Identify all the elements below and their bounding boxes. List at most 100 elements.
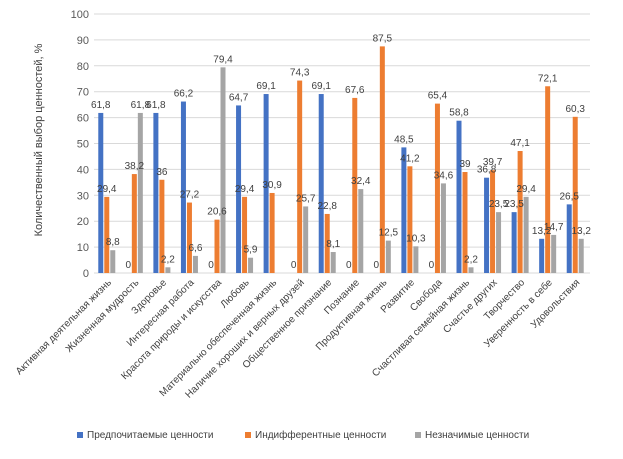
data-label: 0: [291, 260, 297, 271]
bar: [511, 212, 517, 273]
bar: [385, 240, 391, 273]
bar: [523, 196, 529, 273]
gridlines: [94, 13, 590, 274]
data-label: 74,3: [290, 68, 310, 79]
bar: [303, 206, 309, 273]
bar: [440, 183, 446, 273]
data-label: 0: [126, 260, 132, 271]
data-label: 27,2: [180, 190, 200, 201]
legend-swatch: [245, 432, 251, 438]
bar: [401, 147, 407, 273]
bar: [545, 86, 551, 273]
y-tick-label: 50: [77, 139, 89, 151]
data-label: 12,5: [379, 228, 399, 239]
bar: [578, 238, 584, 273]
bar: [110, 250, 116, 273]
data-label: 87,5: [373, 33, 393, 44]
bar: [186, 202, 192, 273]
bar: [496, 212, 502, 273]
data-labels: 61,8 0 61,8 66,2 0 64,7 69,1 0 69,1 0 0 48,5 0 58,8 36…: [91, 33, 591, 271]
data-label: 29,4: [97, 184, 117, 195]
bar: [379, 46, 385, 273]
data-label: 60,3: [565, 104, 585, 115]
y-tick-label: 40: [77, 164, 89, 176]
data-label: 69,1: [256, 81, 276, 92]
data-label: 58,8: [449, 108, 469, 119]
bar: [131, 174, 137, 273]
category-label: Удовольствия: [529, 277, 582, 330]
data-label: 26,5: [559, 191, 579, 202]
bar: [468, 267, 474, 273]
data-label: 38,2: [125, 161, 145, 172]
bar: [358, 189, 364, 273]
y-tick-label: 60: [77, 113, 89, 125]
data-label: 2,2: [161, 254, 175, 265]
data-label: 20,6: [207, 207, 227, 218]
bar: [192, 255, 198, 273]
data-label: 14,7: [544, 222, 564, 233]
y-tick-label: 80: [77, 61, 89, 73]
data-label: 65,4: [428, 91, 448, 102]
data-label: 72,1: [538, 73, 558, 84]
bar: [462, 171, 468, 273]
data-label: 29,4: [235, 184, 255, 195]
legend-swatch: [415, 432, 421, 438]
data-label: 2,2: [464, 254, 478, 265]
data-label: 47,1: [510, 138, 530, 149]
bar: [484, 177, 490, 273]
data-label: 41,2: [400, 153, 420, 164]
bar: [539, 238, 545, 273]
data-label: 36: [156, 167, 168, 178]
legend-swatch: [77, 432, 83, 438]
data-label: 13,2: [571, 226, 591, 237]
data-label: 61,8: [131, 100, 151, 111]
bar: [236, 105, 242, 273]
legend-label: Индифферентные ценности: [255, 429, 386, 441]
bar: [318, 94, 324, 273]
data-label: 79,4: [213, 54, 233, 65]
bar: [263, 94, 269, 273]
data-label: 6,6: [188, 243, 202, 254]
data-label: 36,8: [477, 165, 497, 176]
bars: [98, 46, 584, 274]
bar: [407, 166, 413, 273]
data-label: 30,9: [262, 180, 282, 191]
bar: [137, 112, 143, 273]
data-label: 0: [346, 260, 352, 271]
bar: [566, 204, 572, 273]
data-label: 69,1: [311, 81, 331, 92]
y-tick-label: 70: [77, 87, 89, 99]
bar: [490, 170, 496, 273]
data-label: 61,8: [91, 100, 111, 111]
y-tick-label: 30: [77, 190, 89, 202]
bar: [551, 234, 557, 273]
bar: [456, 120, 462, 273]
data-label: 39: [459, 159, 471, 170]
data-label: 25,7: [296, 193, 316, 204]
data-label: 32,4: [351, 176, 371, 187]
data-label: 8,8: [106, 237, 120, 248]
data-label: 66,2: [174, 89, 194, 100]
y-tick-label: 10: [77, 242, 89, 254]
data-label: 5,9: [244, 245, 258, 256]
y-tick-label: 20: [77, 216, 89, 228]
bar: [352, 97, 358, 273]
data-label: 22,8: [317, 201, 337, 212]
bar: [572, 116, 578, 273]
data-label: 64,7: [229, 92, 249, 103]
bar: [297, 80, 303, 273]
bar: [248, 257, 254, 273]
y-tick-label: 90: [77, 35, 89, 47]
legend: Предпочитаемые ценности Индифферентные це…: [77, 429, 529, 441]
bar: [180, 101, 186, 274]
data-label: 13,2: [532, 226, 552, 237]
bar: [165, 267, 171, 273]
y-axis-ticks: 0 10 20 30 40 50 60 70 80 90 100: [71, 9, 89, 280]
bar: [220, 67, 226, 273]
bar: [324, 213, 330, 273]
data-label: 34,6: [434, 170, 454, 181]
bar: [214, 219, 220, 273]
